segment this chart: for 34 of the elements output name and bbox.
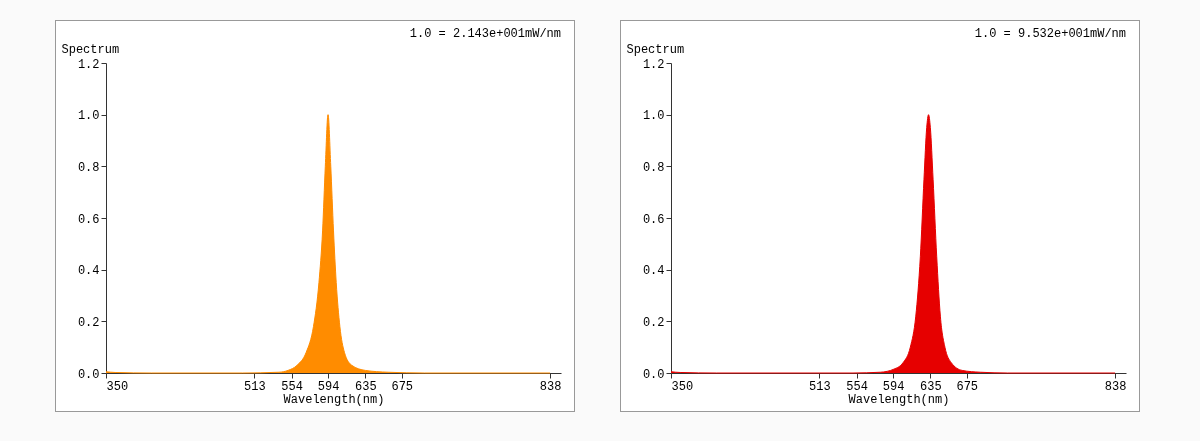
x-tick-label: 635 (355, 379, 377, 394)
x-tick-label: 554 (846, 379, 868, 394)
y-axis-title: Spectrum (61, 42, 120, 57)
y-tick-label: 0.4 (77, 264, 100, 279)
x-tick-label: 513 (809, 379, 831, 394)
text: 1.0 = 2.143e+001mW/nm (409, 27, 561, 41)
x-tick-label: 350 (671, 379, 694, 394)
y-tick-label: 1.2 (642, 57, 665, 72)
y-tick-label: 1.2 (77, 57, 100, 72)
y-tick-label: 0.4 (642, 264, 665, 279)
y-tick-label: 1.0 (77, 109, 100, 124)
x-tick-label: 594 (317, 379, 340, 394)
y-axis-title: Spectrum (626, 42, 685, 57)
x-tick-label: 594 (882, 379, 905, 394)
x-tick-label: 635 (920, 379, 942, 394)
y-tick-label: 0.8 (77, 160, 100, 175)
x-tick-label: 838 (1104, 379, 1127, 394)
y-tick-label: 0.0 (642, 367, 665, 382)
y-tick-label: 0.6 (642, 212, 665, 227)
y-tick-label: 0.8 (642, 160, 665, 175)
x-axis-title: Wavelength(nm) (848, 392, 950, 407)
y-tick-label: 0.6 (77, 212, 100, 227)
x-tick-label: 350 (106, 379, 129, 394)
x-axis-title: Wavelength(nm) (283, 392, 385, 407)
x-tick-label: 513 (244, 379, 266, 394)
y-tick-label: 0.2 (77, 315, 100, 330)
y-tick-label: 1.0 (642, 109, 665, 124)
text: 1.0 = 9.532e+001mW/nm (974, 27, 1126, 41)
x-tick-label: 838 (539, 379, 562, 394)
x-tick-label: 675 (956, 379, 979, 394)
y-tick-label: 0.0 (77, 367, 100, 382)
x-tick-label: 675 (391, 379, 414, 394)
y-tick-label: 0.2 (642, 315, 665, 330)
x-tick-label: 554 (281, 379, 303, 394)
